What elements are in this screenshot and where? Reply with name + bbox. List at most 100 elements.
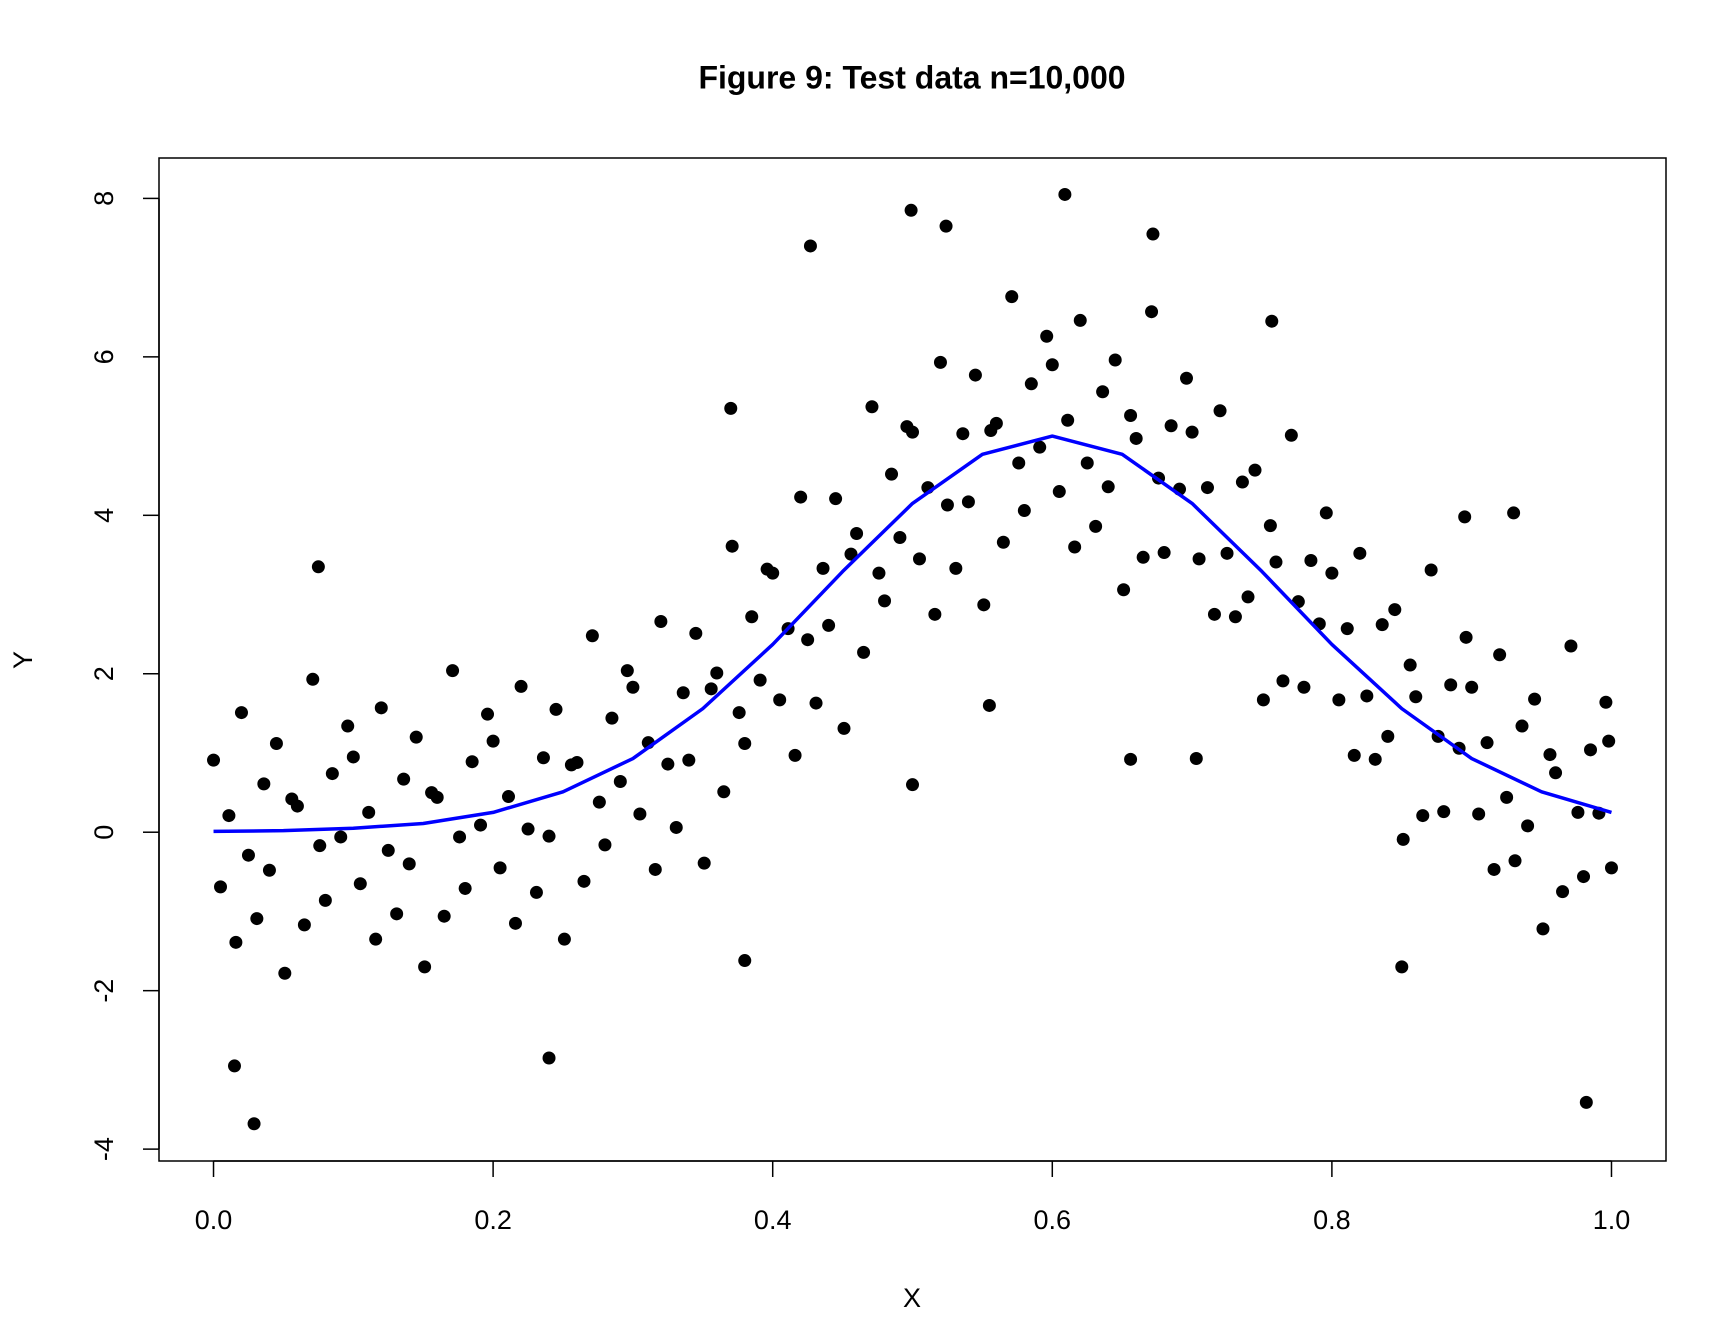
- point: [222, 809, 236, 823]
- point: [1005, 290, 1019, 304]
- point: [297, 918, 311, 932]
- point: [794, 490, 808, 504]
- point: [933, 355, 947, 369]
- point: [341, 719, 355, 733]
- point: [325, 767, 339, 781]
- point: [605, 711, 619, 725]
- point: [1073, 313, 1087, 327]
- point: [458, 881, 472, 895]
- point: [1493, 648, 1507, 662]
- point: [1480, 736, 1494, 750]
- point: [878, 594, 892, 608]
- point: [661, 757, 675, 771]
- point: [486, 734, 500, 748]
- point: [1564, 639, 1578, 653]
- point: [1101, 480, 1115, 494]
- x-tick-label: 0.6: [1034, 1205, 1072, 1235]
- point: [269, 736, 283, 750]
- point: [598, 838, 612, 852]
- point: [773, 693, 787, 707]
- chart-title: Figure 9: Test data n=10,000: [698, 59, 1125, 95]
- point: [570, 755, 584, 769]
- point: [1368, 752, 1382, 766]
- point: [803, 239, 817, 253]
- point: [745, 610, 759, 624]
- point: [1584, 743, 1598, 757]
- point: [1579, 1095, 1593, 1109]
- point: [738, 954, 752, 968]
- fitted-curve: [213, 434, 1612, 834]
- point: [346, 750, 360, 764]
- point: [402, 857, 416, 871]
- point: [1108, 353, 1122, 367]
- point: [1465, 680, 1479, 694]
- point: [1235, 475, 1249, 489]
- point: [724, 401, 738, 415]
- point: [788, 748, 802, 762]
- point: [542, 829, 556, 843]
- point: [229, 935, 243, 949]
- point: [306, 672, 320, 686]
- point: [430, 790, 444, 804]
- point: [1256, 693, 1270, 707]
- point: [669, 820, 683, 834]
- point: [374, 701, 388, 715]
- point: [290, 799, 304, 813]
- point: [682, 753, 696, 767]
- point: [1164, 419, 1178, 433]
- point: [717, 785, 731, 799]
- point: [1508, 854, 1522, 868]
- point: [1012, 456, 1026, 470]
- point: [1549, 766, 1563, 780]
- point: [381, 843, 395, 857]
- point: [912, 552, 926, 566]
- point: [1528, 692, 1542, 706]
- point: [893, 530, 907, 544]
- point: [620, 664, 634, 678]
- x-tick-label: 0.4: [754, 1205, 792, 1235]
- y-tick-label: 4: [89, 508, 119, 523]
- point: [906, 425, 919, 439]
- point: [1040, 329, 1054, 343]
- point: [626, 680, 640, 694]
- point: [996, 535, 1010, 549]
- point: [234, 706, 248, 720]
- point: [437, 909, 451, 923]
- point: [857, 645, 871, 659]
- point: [508, 916, 522, 930]
- point: [1024, 377, 1038, 391]
- point: [732, 706, 746, 720]
- point: [247, 1117, 261, 1131]
- point: [613, 775, 627, 789]
- point: [474, 818, 488, 832]
- point: [906, 778, 919, 792]
- point: [1416, 809, 1430, 823]
- point: [313, 839, 327, 853]
- point: [214, 880, 228, 894]
- point: [1375, 618, 1389, 632]
- point: [1602, 734, 1616, 748]
- point: [577, 874, 591, 888]
- point: [1263, 519, 1277, 533]
- point: [822, 618, 836, 632]
- point: [592, 795, 606, 809]
- point: [1325, 566, 1339, 580]
- point: [961, 495, 975, 509]
- point: [334, 830, 348, 844]
- point: [1136, 550, 1150, 564]
- point: [1444, 678, 1458, 692]
- point: [257, 777, 271, 791]
- point: [514, 679, 528, 693]
- point: [1409, 690, 1423, 704]
- y-axis-label: Y: [8, 651, 38, 669]
- point: [446, 664, 460, 678]
- point: [1424, 563, 1438, 577]
- point: [1207, 607, 1221, 621]
- point: [1228, 610, 1242, 624]
- point: [1515, 719, 1529, 733]
- point: [1360, 689, 1374, 703]
- point: [1577, 870, 1591, 884]
- point: [1395, 960, 1409, 974]
- point: [1033, 440, 1047, 454]
- point: [1096, 385, 1110, 399]
